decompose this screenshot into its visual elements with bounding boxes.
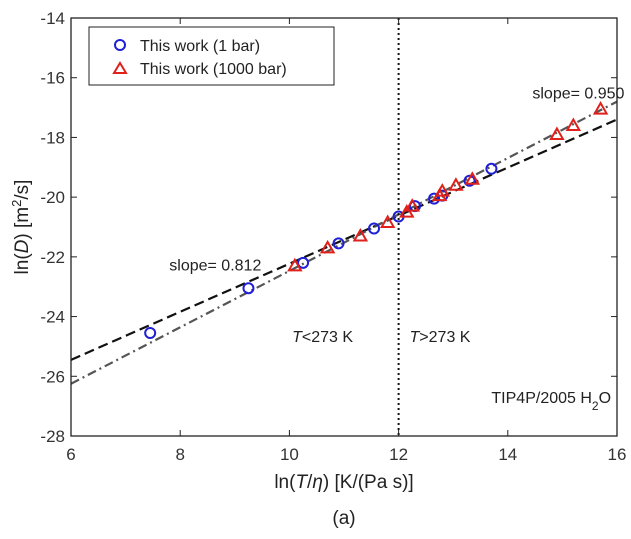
data-point-1000bar (464, 171, 481, 185)
y-tick-label: -16 (40, 69, 65, 88)
region-label-above-273: T>273 K (410, 329, 471, 346)
data-point-1000bar (379, 214, 396, 229)
region-label-below-273: T<273 K (292, 329, 353, 346)
y-axis-label: ln(D) [m2/s] (9, 180, 34, 275)
data-point-1000bar (287, 257, 303, 272)
y-tick-label: -22 (40, 248, 65, 267)
x-tick-label: 8 (175, 445, 184, 464)
data-point-1bar (144, 326, 157, 339)
plot-frame (70, 17, 618, 437)
fit-line-dashed (70, 118, 618, 361)
x-tick-label: 14 (498, 445, 517, 464)
legend-marker-triangle (112, 61, 128, 74)
data-point-1000bar (352, 227, 369, 242)
y-tick-label: -18 (40, 128, 65, 147)
data-point-1bar (297, 256, 310, 269)
data-point-1000bar (565, 117, 582, 131)
data-point-1bar (242, 282, 255, 295)
slope-annotation-high: slope= 0.950 (532, 86, 624, 103)
figure-caption: (a) (332, 508, 355, 529)
legend: This work (1 bar) This work (1000 bar) (88, 26, 335, 86)
model-label: TIP4P/2005 H2O (491, 390, 611, 413)
y-tick-label: -24 (40, 308, 65, 327)
x-tick-label: 6 (66, 445, 75, 464)
y-tick-label: -20 (40, 188, 65, 207)
legend-label-1bar: This work (1 bar) (140, 38, 260, 55)
data-point-1000bar (448, 177, 464, 191)
data-markers (144, 101, 609, 339)
data-point-1000bar (319, 239, 336, 254)
data-point-1000bar (434, 183, 451, 197)
data-point-1000bar (404, 198, 420, 212)
y-tick-label: -28 (40, 427, 65, 446)
x-tick-label: 12 (389, 445, 408, 464)
data-point-1000bar (549, 126, 565, 140)
x-axis-label: ln(T/η) [K/(Pa s)] (274, 472, 413, 493)
legend-box (88, 26, 335, 86)
data-point-1bar (332, 237, 345, 250)
legend-label-1000bar: This work (1000 bar) (140, 61, 287, 78)
data-point-1bar (368, 222, 381, 235)
x-tick-label: 10 (280, 445, 299, 464)
y-tick-label: -14 (40, 9, 65, 28)
slope-annotation-low: slope= 0.812 (169, 257, 261, 274)
data-point-1bar (485, 162, 498, 175)
legend-marker-circle (114, 39, 126, 51)
axis-ticks: 6 8 10 12 14 16 -14 -16 -18 -20 -22 -24 -26 -28 (40, 9, 626, 464)
data-point-1bar (463, 174, 476, 187)
x-tick-label: 16 (608, 445, 627, 464)
data-point-1000bar (592, 101, 609, 115)
y-tick-label: -26 (40, 367, 65, 386)
